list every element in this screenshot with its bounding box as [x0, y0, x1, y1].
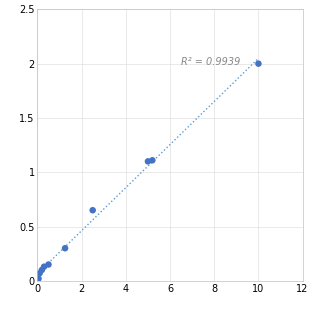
Point [256, 61, 261, 66]
Text: R² = 0.9939: R² = 0.9939 [181, 57, 241, 67]
Point [63, 246, 68, 251]
Point [145, 159, 150, 164]
Point [46, 262, 51, 267]
Point [37, 271, 42, 276]
Point [150, 158, 155, 163]
Point [41, 264, 46, 269]
Point [36, 276, 41, 281]
Point [39, 267, 44, 272]
Point [90, 208, 95, 213]
